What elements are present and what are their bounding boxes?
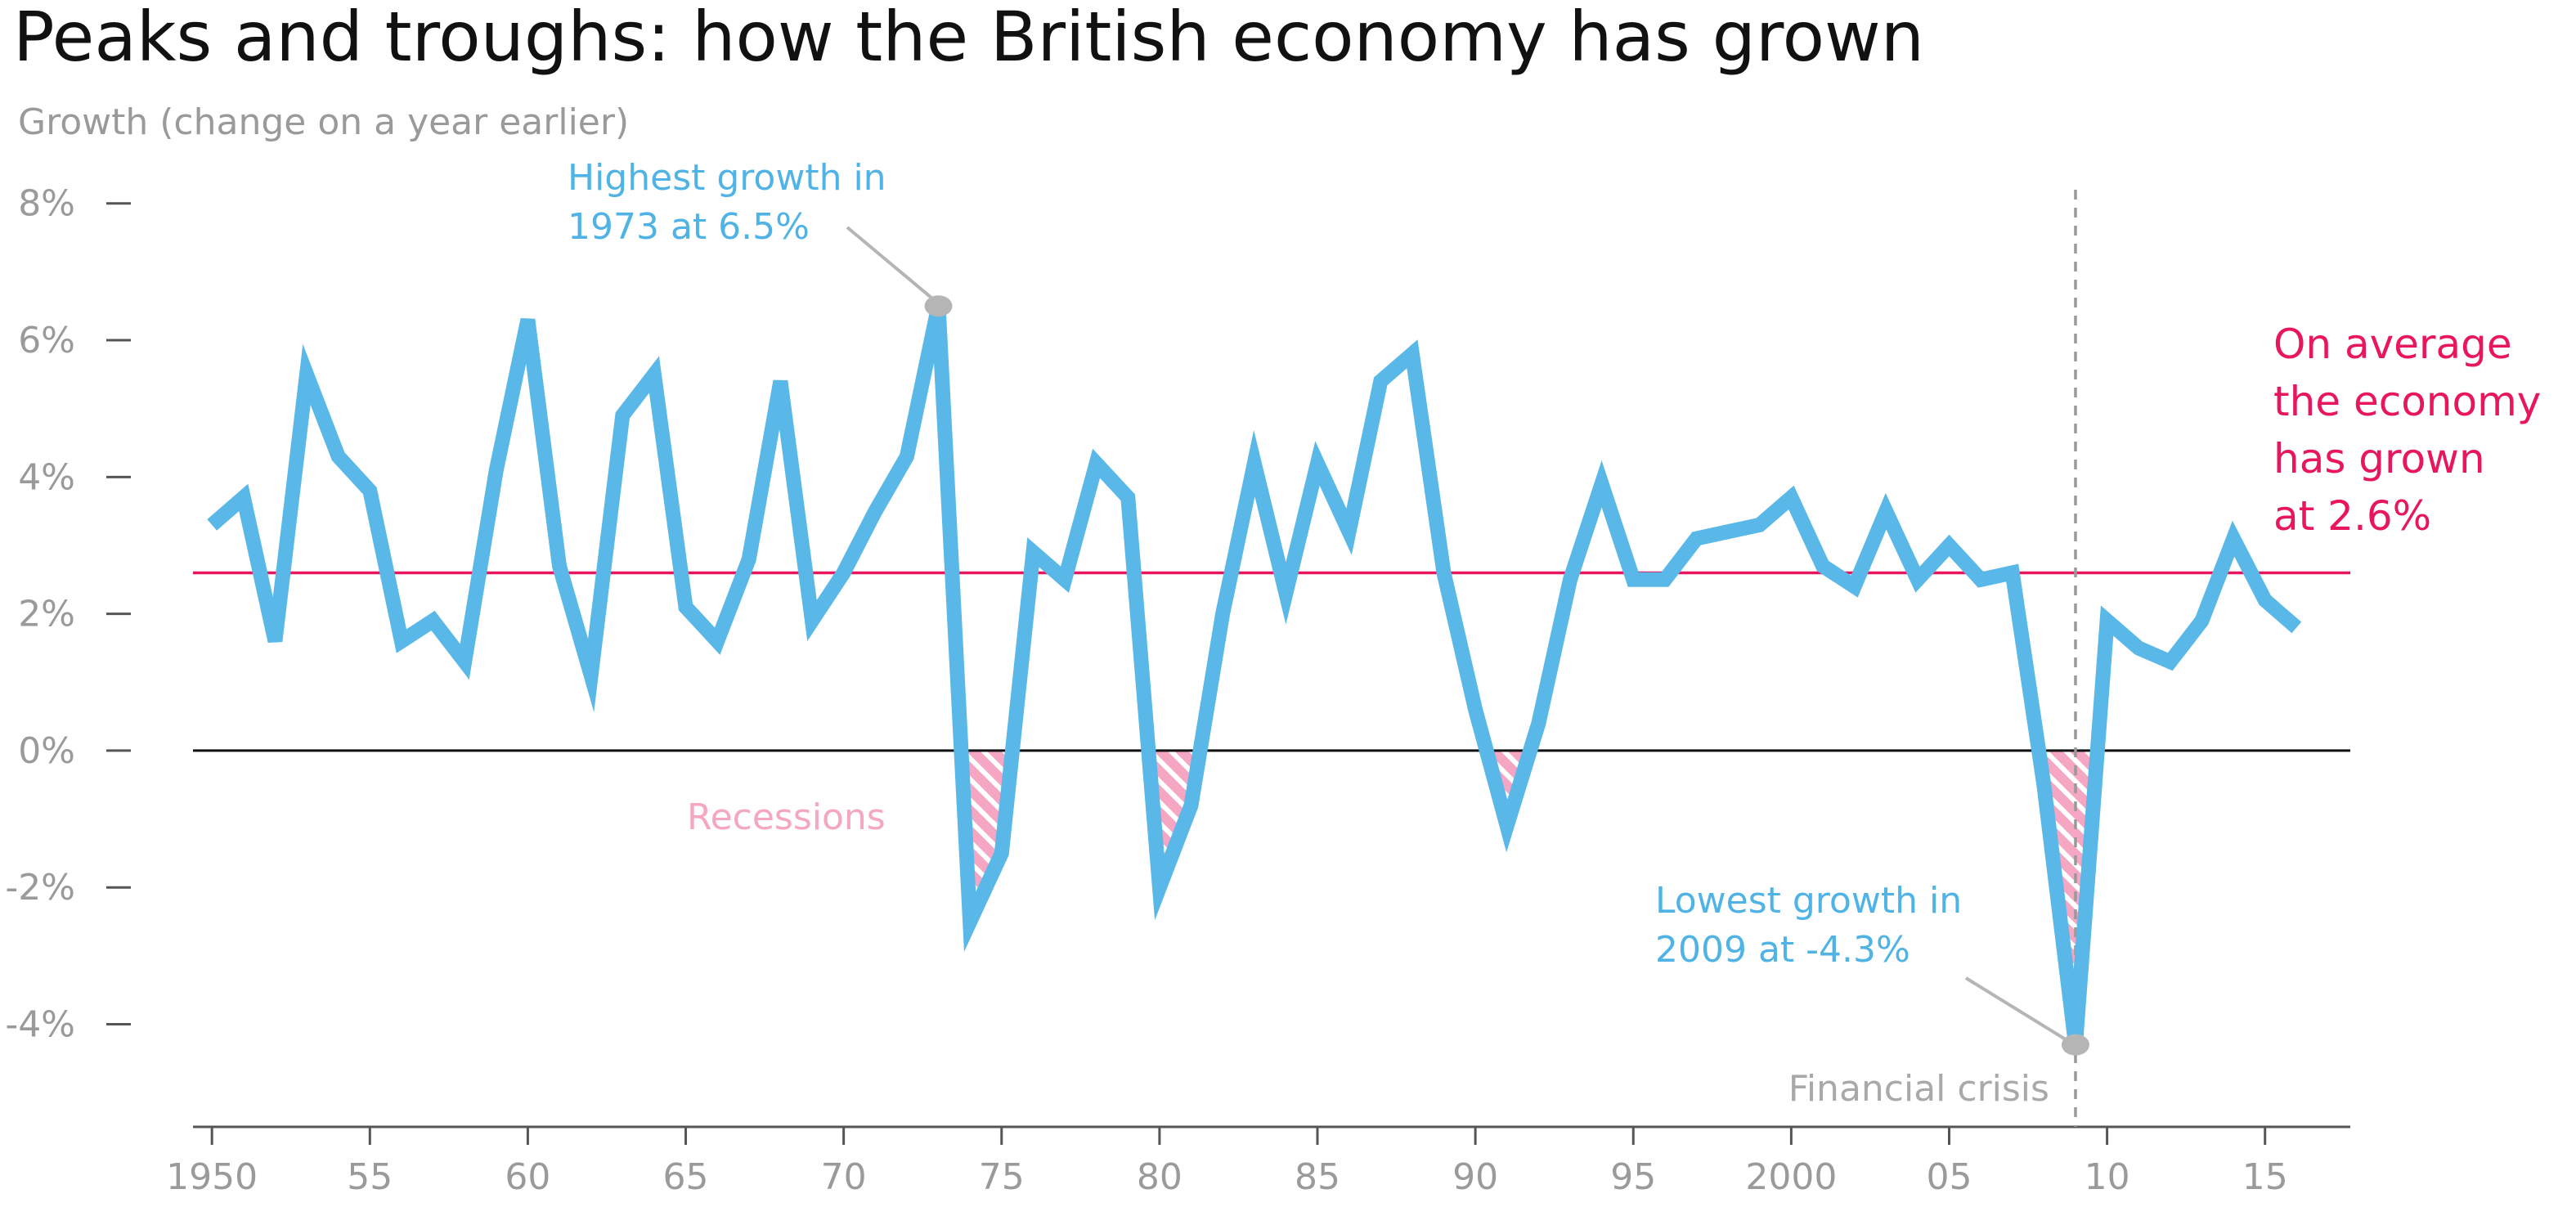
- average-label-line-0: On average: [2273, 321, 2512, 368]
- x-tick-label-4: 70: [821, 1156, 867, 1198]
- y-tick-label-2: 4%: [18, 456, 75, 498]
- x-tick-label-13: 15: [2242, 1156, 2288, 1198]
- financial-crisis-label: Financial crisis: [1788, 1068, 2049, 1110]
- x-tick-label-12: 10: [2085, 1156, 2130, 1198]
- x-tick-label-8: 90: [1452, 1156, 1498, 1198]
- chart-title: Peaks and troughs: how the British econo…: [13, 0, 1924, 77]
- trough-marker: [2061, 1034, 2089, 1056]
- recession-shading: [967, 750, 2098, 1045]
- y-tick-label-5: -2%: [5, 867, 75, 909]
- x-tick-label-0: 1950: [166, 1156, 258, 1198]
- chart-subtitle: Growth (change on a year earlier): [18, 101, 629, 143]
- x-tick-label-2: 60: [505, 1156, 550, 1198]
- peak-label-line-0: Highest growth in: [568, 157, 886, 199]
- y-tick-label-3: 2%: [18, 594, 75, 635]
- y-axis: 8% 6% 4% 2% 0% -2% -4%: [5, 183, 131, 1046]
- x-tick-label-10: 2000: [1745, 1156, 1837, 1198]
- recession-area-0: [967, 750, 1012, 922]
- x-tick-label-11: 05: [1926, 1156, 1972, 1198]
- growth-line: [207, 304, 2302, 1046]
- x-tick-label-3: 65: [663, 1156, 709, 1198]
- average-label-line-2: has grown: [2273, 435, 2485, 482]
- peak-leader-line: [846, 226, 935, 301]
- y-tick-label-6: -4%: [5, 1004, 75, 1046]
- peak-marker: [924, 295, 953, 317]
- average-label-line-1: the economy: [2273, 378, 2541, 425]
- trough-label-line-1: 2009 at -4.3%: [1655, 929, 1910, 971]
- recession-area-1: [1148, 750, 1200, 888]
- x-tick-label-9: 95: [1610, 1156, 1656, 1198]
- y-tick-label-1: 6%: [18, 320, 75, 361]
- x-axis: 1950 55 60 65 70 75 80 85 90 95 2000 05 10 15: [166, 1125, 2350, 1198]
- y-tick-label-0: 8%: [18, 183, 75, 225]
- peak-label-line-1: 1973 at 6.5%: [568, 206, 810, 248]
- average-label-line-3: at 2.6%: [2273, 492, 2431, 540]
- annotations: Highest growth in 1973 at 6.5% Lowest grow…: [568, 157, 2541, 1110]
- x-tick-label-6: 80: [1137, 1156, 1183, 1198]
- recession-area-2: [1491, 750, 1531, 826]
- x-tick-label-7: 85: [1295, 1156, 1340, 1198]
- y-tick-label-4: 0%: [18, 730, 75, 772]
- growth-series: [207, 304, 2302, 1046]
- trough-label-line-0: Lowest growth in: [1655, 880, 1962, 922]
- trough-leader-line: [1964, 976, 2071, 1043]
- x-tick-label-5: 75: [979, 1156, 1025, 1198]
- recession-area-3: [2039, 750, 2098, 1045]
- x-tick-label-1: 55: [347, 1156, 393, 1198]
- recessions-label: Recessions: [687, 796, 886, 838]
